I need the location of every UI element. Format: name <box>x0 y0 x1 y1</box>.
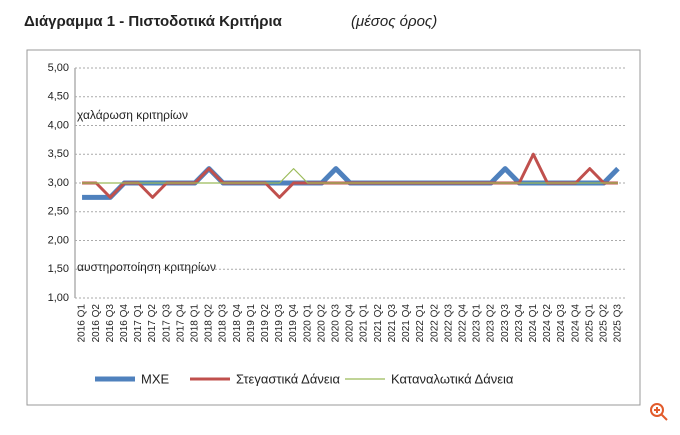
legend-label: ΜΧΕ <box>141 371 170 386</box>
x-tick-label: 2023 Q4 <box>514 304 525 343</box>
x-tick-label: 2022 Q3 <box>443 304 454 343</box>
x-tick-label: 2020 Q1 <box>302 304 313 343</box>
x-tick-label: 2018 Q1 <box>190 304 201 343</box>
y-tick-label: 2,50 <box>48 206 69 218</box>
x-tick-label: 2016 Q2 <box>91 304 102 343</box>
chart-subtitle: (μέσος όρος) <box>351 13 437 30</box>
y-tick-label: 1,00 <box>48 292 69 304</box>
legend-label: Στεγαστικά Δάνεια <box>236 371 341 386</box>
x-tick-label: 2019 Q3 <box>274 304 285 343</box>
x-tick-label: 2021 Q3 <box>387 304 398 343</box>
x-tick-label: 2024 Q1 <box>528 304 539 343</box>
x-tick-label: 2025 Q2 <box>598 304 609 343</box>
x-tick-label: 2016 Q3 <box>105 304 116 343</box>
y-tick-label: 3,00 <box>48 177 69 189</box>
x-tick-label: 2023 Q2 <box>486 304 497 343</box>
annotation: χαλάρωση κριτηρίων <box>77 108 188 122</box>
annotation: αυστηροποίηση κριτηρίων <box>77 260 216 274</box>
x-tick-label: 2019 Q4 <box>288 304 299 343</box>
zoom-icon[interactable] <box>650 403 668 421</box>
series-line <box>82 152 618 199</box>
series-line <box>82 168 618 184</box>
y-tick-label: 3,50 <box>48 148 69 160</box>
x-tick-label: 2018 Q3 <box>218 304 229 343</box>
x-tick-label: 2020 Q2 <box>316 304 327 343</box>
y-tick-label: 1,50 <box>48 263 69 275</box>
x-tick-label: 2020 Q3 <box>331 304 342 343</box>
x-tick-label: 2023 Q1 <box>472 304 483 343</box>
x-tick-label: 2021 Q1 <box>359 304 370 343</box>
legend-label: Καταναλωτικά Δάνεια <box>391 371 514 386</box>
x-tick-label: 2024 Q4 <box>570 304 581 343</box>
y-tick-label: 4,00 <box>48 119 69 131</box>
x-tick-label: 2024 Q2 <box>542 304 553 343</box>
x-tick-label: 2019 Q2 <box>260 304 271 343</box>
x-tick-label: 2025 Q3 <box>613 304 624 343</box>
chart-title: Διάγραμμα 1 - Πιστοδοτικά Κριτήρια <box>24 13 283 30</box>
chart-frame <box>26 49 641 406</box>
zoom-handle[interactable] <box>660 413 668 421</box>
x-tick-label: 2024 Q3 <box>556 304 567 343</box>
x-tick-label: 2020 Q4 <box>345 304 356 343</box>
x-tick-label: 2016 Q4 <box>119 304 130 343</box>
x-tick-label: 2022 Q1 <box>415 304 426 343</box>
zoom-lens[interactable] <box>650 403 664 417</box>
y-tick-label: 2,00 <box>48 234 69 246</box>
x-tick-label: 2017 Q4 <box>175 304 186 343</box>
x-tick-label: 2021 Q4 <box>401 304 412 343</box>
x-tick-label: 2021 Q2 <box>373 304 384 343</box>
x-tick-label: 2022 Q2 <box>429 304 440 343</box>
x-tick-label: 2016 Q1 <box>77 304 88 343</box>
x-tick-label: 2017 Q3 <box>161 304 172 343</box>
x-tick-label: 2022 Q4 <box>457 304 468 343</box>
x-tick-label: 2025 Q1 <box>584 304 595 343</box>
y-tick-label: 4,50 <box>48 91 69 103</box>
x-tick-label: 2023 Q3 <box>500 304 511 343</box>
x-tick-label: 2018 Q4 <box>232 304 243 343</box>
x-tick-label: 2017 Q1 <box>133 304 144 343</box>
x-tick-label: 2018 Q2 <box>204 304 215 343</box>
x-tick-label: 2019 Q1 <box>246 304 257 343</box>
x-tick-label: 2017 Q2 <box>147 304 158 343</box>
y-tick-label: 5,00 <box>48 62 69 74</box>
